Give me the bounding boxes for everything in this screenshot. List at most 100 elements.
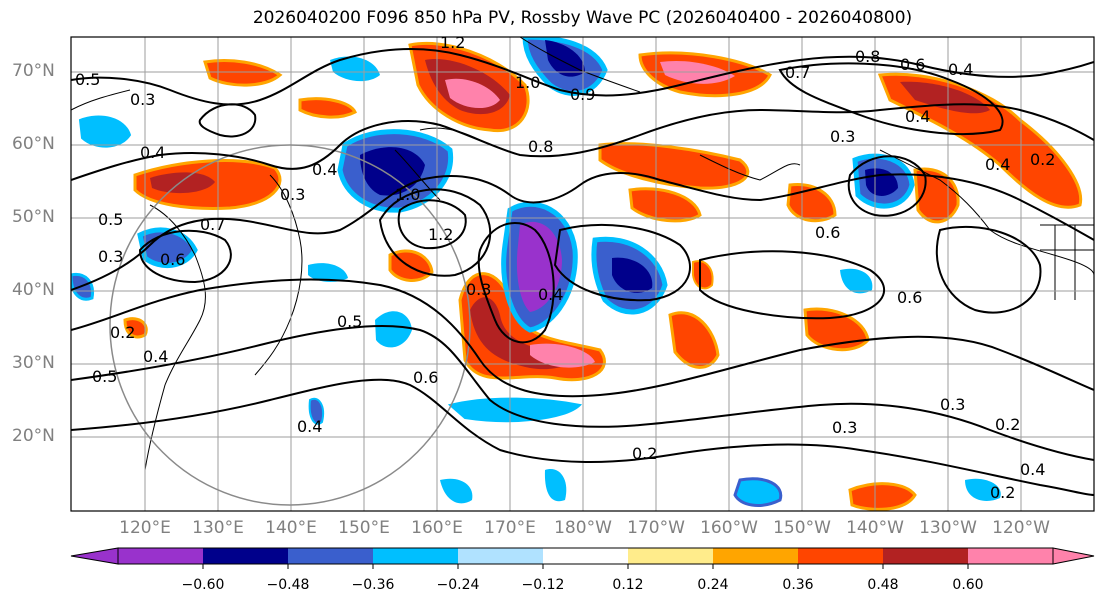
negative-anomaly [375, 311, 412, 348]
contour-label: 0.4 [538, 285, 563, 304]
colorbar-swatch [288, 548, 373, 564]
contour-label: 0.7 [200, 215, 225, 234]
contour-label: 0.3 [466, 280, 491, 299]
lat-label-70n: 70°N [12, 61, 55, 81]
negative-anomaly [965, 478, 1001, 501]
lon-label-150w: 150°W [773, 518, 831, 538]
colorbar-tick-label: −0.12 [521, 577, 565, 593]
contour-label: 0.2 [110, 323, 135, 342]
negative-anomaly-core [360, 147, 425, 196]
contour-label: 0.2 [995, 415, 1020, 434]
colorbar-tick-label: −0.60 [181, 577, 225, 593]
negative-anomaly [330, 56, 380, 82]
positive-anomaly-peak [530, 343, 595, 368]
contour-label: 1.0 [395, 185, 420, 204]
colorbar-tick-label: 0.48 [867, 577, 899, 593]
colorbar-swatch [798, 548, 883, 564]
map-plot-area: 0.5 0.3 0.4 0.3 0.4 0.5 0.7 0.3 0.6 1.0 … [71, 37, 1094, 511]
contour-label: 0.3 [98, 247, 123, 266]
lon-label-160w: 160°W [700, 518, 758, 538]
lat-label-40n: 40°N [12, 280, 55, 300]
lon-label-120w: 120°W [992, 518, 1050, 538]
colorbar-extend-min [70, 547, 119, 565]
colorbar-extend-max [1052, 547, 1095, 565]
contour-label: 0.3 [280, 185, 305, 204]
contour-label: 0.5 [98, 210, 123, 229]
lon-label-140w: 140°W [846, 518, 904, 538]
lon-label-150e: 150°E [338, 518, 390, 538]
negative-anomaly [840, 268, 873, 294]
positive-anomaly [848, 482, 917, 511]
contour-label: 0.2 [990, 483, 1015, 502]
contour-label: 0.4 [140, 143, 165, 162]
negative-anomaly-core [612, 257, 653, 293]
negative-anomaly [308, 397, 324, 425]
colorbar-swatch [118, 548, 203, 564]
colorbar-tick-label: 0.12 [612, 577, 644, 593]
map-frame [70, 36, 1095, 512]
contour-label: 0.8 [855, 47, 880, 66]
negative-anomaly [78, 115, 132, 148]
contour-label: 0.3 [830, 127, 855, 146]
contour-label: 1.2 [428, 225, 453, 244]
contour-label: 0.4 [297, 417, 322, 436]
contour-label: 0.6 [413, 368, 438, 387]
contour-label: 0.4 [312, 160, 337, 179]
lat-label-50n: 50°N [12, 207, 55, 227]
colorbar-tick-label: 0.60 [952, 577, 984, 593]
contour-label: 0.4 [1020, 460, 1045, 479]
contour-label: 0.4 [948, 60, 973, 79]
contour-label: 1.0 [515, 73, 540, 92]
contour-label: 0.3 [130, 90, 155, 109]
positive-anomaly [598, 142, 750, 190]
colorbar-swatch [628, 548, 713, 564]
pv-shading [71, 37, 1083, 511]
contour-label: 0.6 [160, 250, 185, 269]
positive-anomaly-core [900, 81, 990, 114]
negative-anomaly [544, 469, 567, 502]
colorbar-tick-label: −0.36 [351, 577, 395, 593]
colorbar-tick-label: 0.24 [697, 577, 729, 593]
contour-label: 0.5 [75, 70, 100, 89]
colorbar-swatch [543, 548, 628, 564]
colorbar [70, 547, 1095, 569]
contour-labels: 0.5 0.3 0.4 0.3 0.4 0.5 0.7 0.3 0.6 1.0 … [75, 37, 1055, 502]
contour-label: 0.3 [940, 395, 965, 414]
contour-label: 0.5 [92, 367, 117, 386]
colorbar-tick-label: −0.24 [436, 577, 480, 593]
contour-label: 0.4 [905, 107, 930, 126]
colorbar-swatch [883, 548, 968, 564]
contour-label: 0.8 [528, 137, 553, 156]
contour-label: 0.3 [832, 418, 857, 437]
lon-label-120e: 120°E [119, 518, 171, 538]
positive-anomaly [203, 59, 283, 87]
contour-label: 0.4 [143, 347, 168, 366]
colorbar-tick-label: 0.36 [782, 577, 814, 593]
contour-label: 0.7 [785, 63, 810, 82]
contour-label: 0.6 [815, 223, 840, 242]
colorbar-swatch [968, 548, 1053, 564]
colorbar-swatch [373, 548, 458, 564]
lon-label-130e: 130°E [192, 518, 244, 538]
colorbar-swatch [713, 548, 798, 564]
positive-anomaly [298, 97, 357, 119]
contour-label: 0.5 [337, 312, 362, 331]
lat-label-30n: 30°N [12, 353, 55, 373]
contour-label: 0.6 [900, 55, 925, 74]
contour-label: 0.6 [897, 288, 922, 307]
lon-label-160e: 160°E [411, 518, 463, 538]
negative-anomaly [447, 397, 583, 423]
lon-label-140e: 140°E [265, 518, 317, 538]
positive-anomaly [692, 260, 714, 290]
negative-anomaly [440, 478, 473, 504]
negative-anomaly-core [516, 221, 562, 312]
positive-anomaly-peak [445, 78, 500, 109]
colorbar-tick-label: −0.48 [266, 577, 310, 593]
lon-label-180w: 180°W [554, 518, 612, 538]
contour-label: 0.9 [570, 85, 595, 104]
negative-anomaly [733, 477, 783, 507]
lon-label-130w: 130°W [919, 518, 977, 538]
positive-anomaly [786, 183, 837, 223]
pv-contours [71, 47, 1094, 496]
